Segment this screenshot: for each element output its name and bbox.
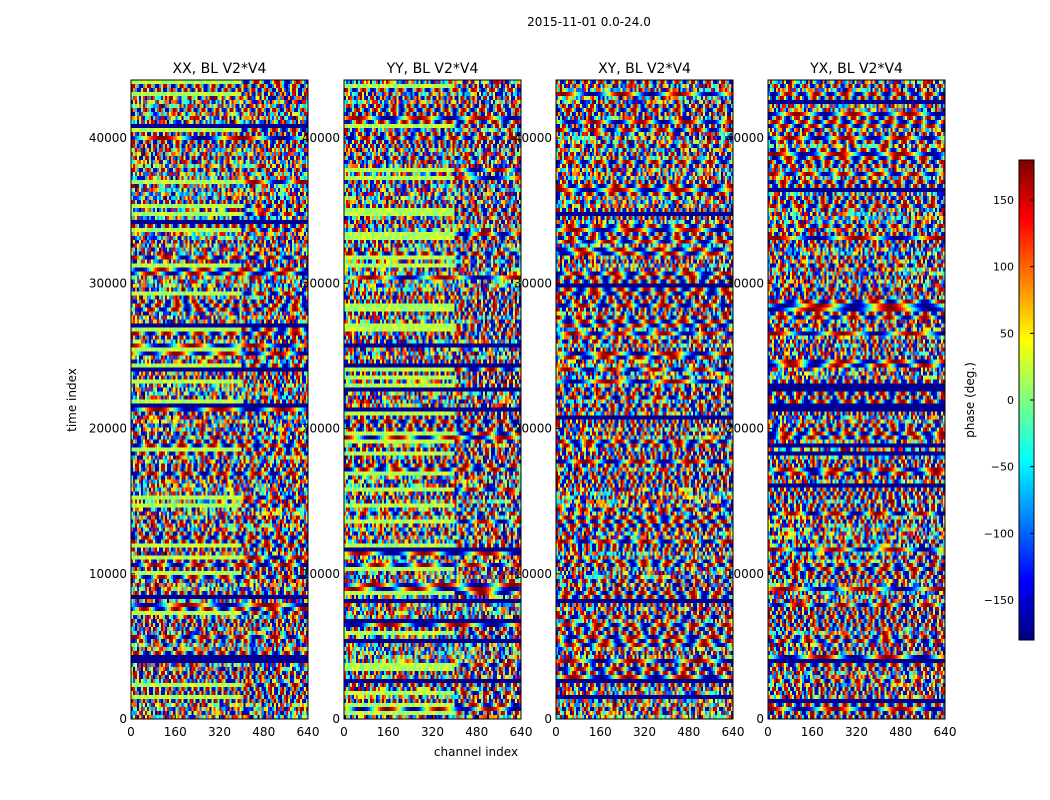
- panel-title-xy: XY, BL V2*V4: [598, 61, 691, 77]
- x-tick-label-yx-4: 640: [934, 725, 957, 739]
- x-tick-label-xx-2: 320: [208, 725, 231, 739]
- x-axis-label: channel index: [434, 745, 518, 759]
- x-tick-label-yx-1: 160: [801, 725, 824, 739]
- colorbar-tick-label-4: −50: [991, 461, 1014, 474]
- panel-title-yx: YX, BL V2*V4: [809, 61, 903, 77]
- colorbar-tick-label-6: −150: [984, 594, 1014, 607]
- x-tick-label-yy-4: 640: [510, 725, 533, 739]
- y-tick-label-xy-3: 30000: [514, 276, 552, 290]
- colorbar: phase (deg.) 150 100 50 0 −50 −100 −150: [963, 159, 1035, 641]
- y-tick-label-xx-1: 10000: [89, 567, 127, 581]
- y-tick-label-yy-0: 0: [332, 712, 340, 726]
- x-tick-label-yy-3: 480: [465, 725, 488, 739]
- colorbar-tick-label-1: 100: [993, 261, 1014, 274]
- y-tick-label-xx-0: 0: [119, 712, 127, 726]
- y-tick-label-yx-0: 0: [756, 712, 764, 726]
- x-tick-label-xy-0: 0: [552, 725, 560, 739]
- panels: XX, BL V2*V4 0 160 320 480 640 0 10000 20000 3000…: [89, 61, 957, 739]
- x-tick-label-xy-3: 480: [677, 725, 700, 739]
- x-tick-label-xx-4: 640: [297, 725, 320, 739]
- x-tick-label-xx-3: 480: [252, 725, 275, 739]
- x-tick-label-xy-1: 160: [589, 725, 612, 739]
- y-axis-label: time index: [65, 368, 79, 432]
- y-tick-label-xy-2: 20000: [514, 422, 552, 436]
- x-tick-label-yy-0: 0: [340, 725, 348, 739]
- y-tick-label-xx-3: 30000: [89, 276, 127, 290]
- colorbar-tick-label-3: 0: [1007, 394, 1014, 407]
- figure-title: 2015-11-01 0.0-24.0: [527, 15, 651, 29]
- y-tick-label-xx-4: 40000: [89, 131, 127, 145]
- colorbar-tick-label-2: 50: [1000, 327, 1014, 340]
- heatmap-xx: [131, 80, 308, 719]
- heatmap-xy: [556, 80, 733, 719]
- y-tick-label-xy-0: 0: [544, 712, 552, 726]
- y-tick-label-yy-4: 40000: [302, 131, 340, 145]
- x-tick-label-xy-2: 320: [633, 725, 656, 739]
- x-tick-label-yy-1: 160: [377, 725, 400, 739]
- y-tick-label-yx-3: 30000: [726, 276, 764, 290]
- panel-xy: XY, BL V2*V4 0 160 320 480 640 0 10000 20000 3000…: [514, 61, 745, 739]
- y-tick-label-xy-1: 10000: [514, 567, 552, 581]
- heatmap-yy: [344, 80, 521, 719]
- x-tick-label-yx-2: 320: [845, 725, 868, 739]
- colorbar-label: phase (deg.): [963, 362, 977, 438]
- colorbar-tick-label-0: 150: [993, 194, 1014, 207]
- y-tick-label-yx-2: 20000: [726, 422, 764, 436]
- x-tick-label-xx-0: 0: [127, 725, 135, 739]
- x-tick-label-xy-4: 640: [722, 725, 745, 739]
- panel-title-yy: YY, BL V2*V4: [386, 61, 479, 77]
- y-tick-label-yy-2: 20000: [302, 422, 340, 436]
- x-tick-label-yy-2: 320: [421, 725, 444, 739]
- y-tick-label-yy-3: 30000: [302, 276, 340, 290]
- x-tick-label-yx-0: 0: [764, 725, 772, 739]
- colorbar-tick-label-5: −100: [984, 527, 1014, 540]
- panel-yy: YY, BL V2*V4 0 160 320 480 640 0 10000 20000 3000…: [302, 61, 533, 739]
- y-tick-label-yx-4: 40000: [726, 131, 764, 145]
- panel-title-xx: XX, BL V2*V4: [173, 61, 267, 77]
- y-tick-label-yy-1: 10000: [302, 567, 340, 581]
- heatmap-yx: [768, 80, 945, 719]
- y-tick-label-xx-2: 20000: [89, 422, 127, 436]
- panel-xx: XX, BL V2*V4 0 160 320 480 640 0 10000 20000 3000…: [89, 61, 320, 739]
- panel-yx: YX, BL V2*V4 0 160 320 480 640 0 10000 20000 3000…: [726, 61, 957, 739]
- x-tick-label-xx-1: 160: [164, 725, 187, 739]
- y-tick-label-yx-1: 10000: [726, 567, 764, 581]
- x-tick-label-yx-3: 480: [889, 725, 912, 739]
- y-tick-label-xy-4: 40000: [514, 131, 552, 145]
